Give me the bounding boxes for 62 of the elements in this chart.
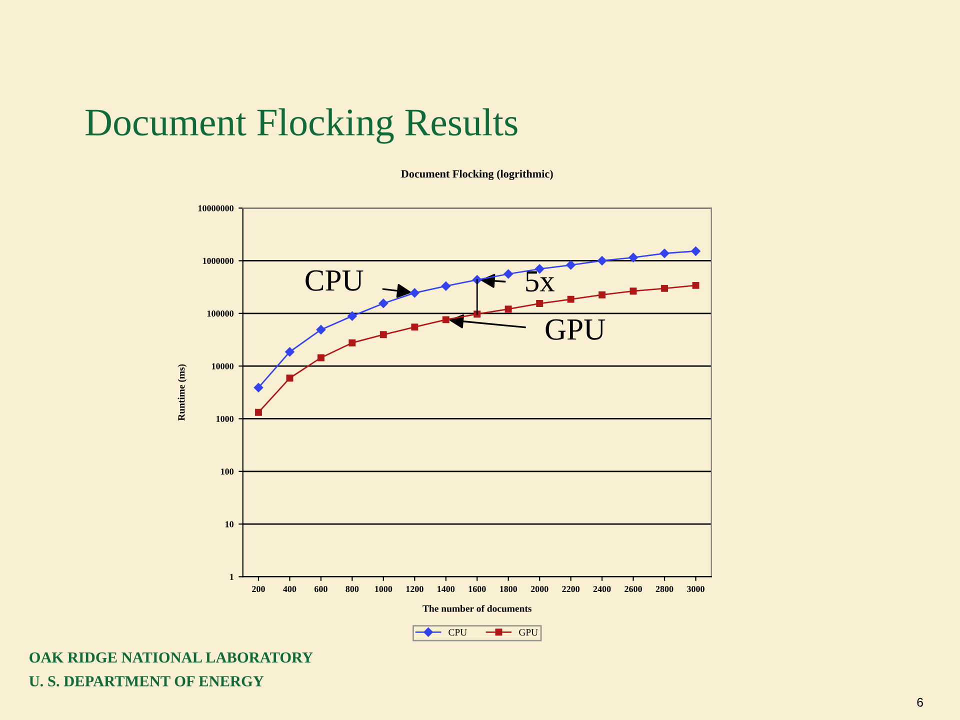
x-tick-label: 2000	[530, 586, 548, 592]
y-tick-label: 100	[221, 468, 234, 475]
point	[441, 281, 451, 291]
point	[598, 291, 606, 298]
x-tick-label: 1800	[500, 586, 518, 592]
y-tick-label: 1	[230, 574, 234, 580]
point	[597, 256, 607, 266]
point	[566, 260, 576, 270]
chart-subtitle: Document Flocking (logrithmic)	[401, 170, 553, 180]
point	[661, 284, 668, 292]
text: 6	[917, 698, 923, 707]
text: U. S. DEPARTMENT OF ENERGY	[29, 676, 264, 686]
y-tick-label: 1000	[216, 416, 234, 422]
y-axis-title: Runtime (ms)	[178, 364, 187, 421]
x-tick-label: 1600	[468, 586, 486, 592]
point	[442, 316, 450, 324]
point	[630, 288, 637, 295]
point	[316, 325, 326, 334]
point	[286, 374, 294, 382]
x-tick-label: 1200	[406, 586, 424, 592]
y-tick-label: 10	[226, 521, 234, 528]
point	[254, 382, 264, 392]
annotation: CPU	[306, 270, 364, 291]
x-tick-label: 200	[252, 586, 265, 592]
x-tick-label: 2200	[562, 586, 580, 592]
annotation: GPU	[546, 319, 605, 340]
x-tick-label: 2800	[656, 586, 674, 592]
point	[348, 311, 357, 321]
point	[255, 408, 262, 416]
point	[660, 248, 670, 258]
legend-label: CPU	[448, 629, 467, 636]
y-tick-label: 1000000	[202, 258, 234, 264]
point	[691, 246, 700, 256]
x-tick-label: 1400	[438, 586, 455, 592]
text: OAK RIDGE NATIONAL LABORATORY	[30, 652, 313, 663]
point	[411, 324, 418, 331]
point	[317, 354, 324, 362]
point	[504, 306, 512, 313]
point	[536, 300, 544, 308]
x-tick-label: 2600	[624, 586, 642, 592]
point	[348, 339, 356, 346]
x-tick-label: 400	[283, 586, 296, 592]
y-tick-label: 10000	[212, 363, 234, 370]
point	[285, 347, 294, 356]
point	[692, 282, 700, 289]
x-tick-label: 800	[346, 586, 359, 592]
point	[410, 288, 420, 298]
point	[378, 298, 388, 308]
x-tick-label: 1000	[375, 586, 392, 592]
x-tick-label: 2400	[593, 586, 611, 592]
point	[567, 296, 574, 303]
annotation: 5x	[526, 271, 555, 292]
x-tick-label: 600	[314, 586, 328, 592]
point	[628, 252, 638, 262]
point	[504, 269, 513, 279]
point	[380, 331, 387, 338]
chart-title: Document Flocking Results	[86, 108, 518, 144]
legend-label: GPU	[519, 629, 538, 636]
x-axis-title: The number of documents	[422, 604, 532, 612]
y-tick-label: 100000	[207, 310, 234, 317]
x-tick-label: 3000	[687, 586, 704, 592]
y-tick-label: 10000000	[198, 205, 234, 212]
